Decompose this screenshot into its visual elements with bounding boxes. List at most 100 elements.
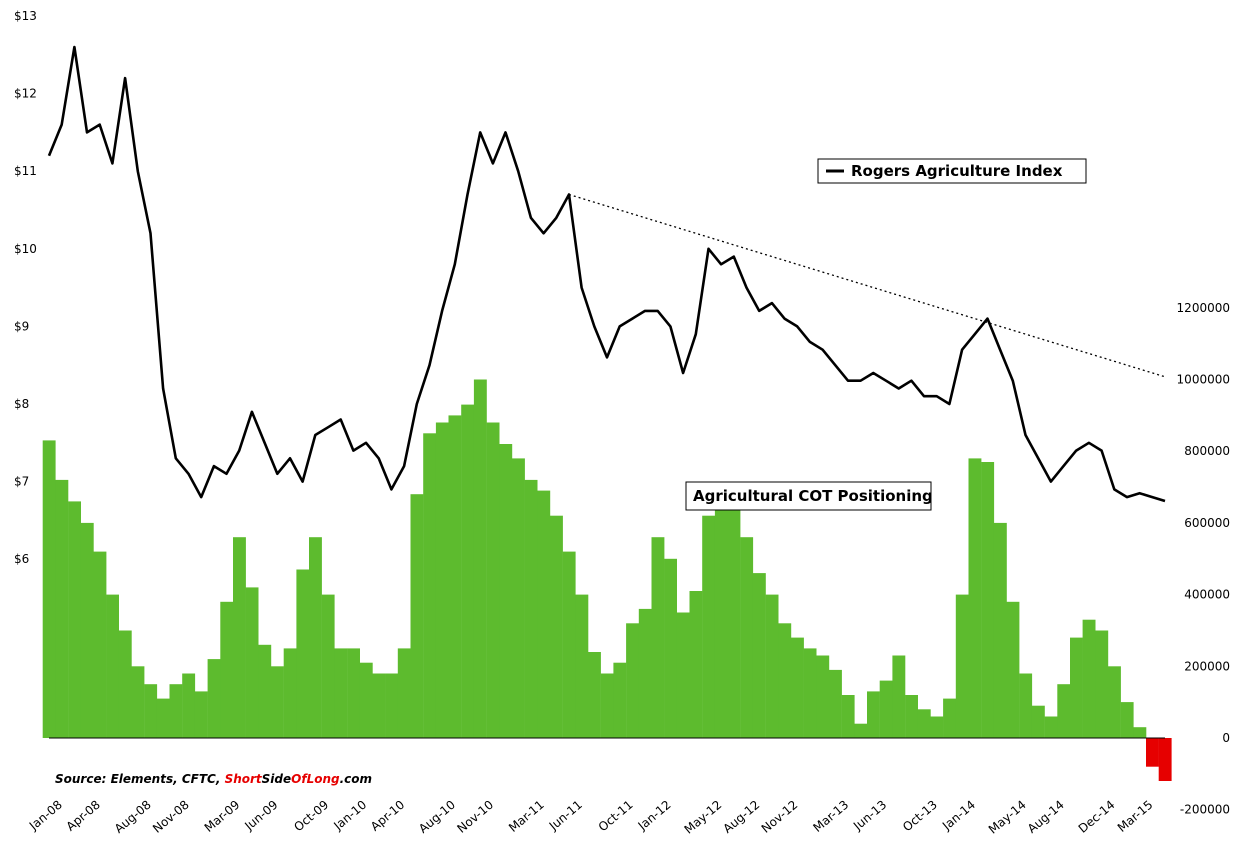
cot-bar (448, 415, 462, 738)
x-axis-tick-label: Nov-12 (759, 798, 801, 836)
x-axis-tick-label: Mar-15 (1115, 798, 1156, 835)
cot-bar (93, 551, 107, 738)
cot-bar (1120, 702, 1134, 738)
cot-bar (207, 659, 221, 738)
source-brand-side: Side (262, 772, 291, 786)
cot-bar (575, 594, 589, 738)
x-axis-tick-label: Jun-09 (241, 798, 280, 834)
x-axis-tick-label: Nov-08 (150, 798, 192, 836)
cot-bar (1133, 727, 1147, 738)
cot-bar (600, 673, 614, 738)
cot-bar (917, 709, 931, 738)
right-axis-tick-label: 600000 (1184, 516, 1230, 530)
left-axis-tick-label: $6 (14, 552, 29, 566)
cot-bar (182, 673, 196, 738)
cot-bar (1070, 637, 1083, 738)
cot-bar (473, 379, 487, 738)
left-axis: $13 $12 $11 $10 $9 $8 $7 $6 (14, 9, 37, 566)
cot-bar (778, 623, 792, 738)
cot-bar (638, 608, 652, 738)
cot-bars-series (42, 379, 1172, 781)
cot-bar (841, 695, 855, 738)
cot-bar (385, 673, 398, 738)
cot-bar (752, 573, 766, 738)
cot-bar (169, 684, 183, 738)
source-brand-long: Long (307, 772, 340, 786)
cot-bar (334, 648, 348, 738)
cot-bar (194, 691, 208, 738)
cot-bar (1158, 738, 1172, 781)
cot-bar (42, 440, 56, 738)
cot-bar (296, 569, 310, 738)
cot-bar (676, 612, 690, 738)
x-axis-tick-label: Aug-10 (416, 798, 458, 836)
x-axis-tick-label: Apr-08 (64, 798, 103, 834)
right-axis-tick-label: 800000 (1184, 444, 1230, 458)
cot-bar (537, 490, 551, 738)
cot-bar (562, 551, 576, 738)
x-axis-tick-label: Oct-11 (596, 798, 636, 835)
left-axis-tick-label: $9 (14, 319, 29, 333)
cot-bar (968, 458, 982, 738)
x-axis-tick-label: Aug-08 (112, 798, 154, 836)
right-axis-tick-label: 400000 (1184, 588, 1230, 602)
cot-bar (372, 673, 386, 738)
x-axis-tick-label: Apr-10 (368, 798, 407, 834)
line-legend-label: Rogers Agriculture Index (851, 162, 1063, 180)
right-axis-tick-label: -200000 (1180, 803, 1230, 817)
cot-bar (435, 422, 449, 738)
cot-bar (613, 662, 627, 738)
cot-bar (1095, 630, 1109, 738)
cot-bar (1146, 738, 1159, 767)
left-axis-tick-label: $13 (14, 9, 37, 23)
line-legend: Rogers Agriculture Index (817, 158, 1087, 184)
x-axis-tick-label: May-14 (986, 798, 1029, 837)
cot-bar (499, 444, 513, 738)
cot-bar (106, 594, 119, 738)
cot-bar (156, 698, 170, 738)
cot-bar (258, 644, 272, 738)
cot-bar (80, 522, 94, 738)
cot-bar (233, 537, 246, 738)
cot-bar (1044, 716, 1058, 738)
x-axis-tick-label: Jan-08 (26, 798, 65, 834)
cot-bar (740, 537, 754, 738)
x-axis-tick-label: Mar-13 (810, 798, 851, 835)
cot-bar (867, 691, 880, 738)
left-axis-tick-label: $8 (14, 397, 29, 411)
cot-bar (981, 462, 995, 738)
cot-bar (410, 494, 424, 738)
x-axis-tick-label: Jan-12 (635, 798, 674, 834)
cot-bar (664, 558, 677, 739)
cot-bar (727, 508, 741, 738)
cot-bar (1108, 666, 1121, 738)
cot-bar (131, 666, 145, 738)
cot-bar (955, 594, 969, 738)
cot-bar (702, 515, 716, 738)
cot-bar (1082, 619, 1096, 738)
cot-bar (854, 723, 868, 738)
source-brand-of: Of (291, 772, 308, 786)
cot-bar (359, 662, 373, 738)
cot-bar (816, 655, 830, 738)
source-suffix: .com (340, 772, 372, 786)
x-axis-tick-label: Mar-11 (506, 798, 547, 835)
source-note: Source: Elements, CFTC, ShortSideOfLong.… (55, 772, 372, 786)
left-axis-tick-label: $11 (14, 164, 37, 178)
x-axis-tick-label: Nov-10 (454, 798, 496, 836)
cot-bar (512, 458, 525, 738)
right-axis-tick-label: 1200000 (1177, 301, 1230, 315)
cot-bar (486, 422, 500, 738)
left-axis-tick-label: $7 (14, 475, 29, 489)
cot-bar (930, 716, 944, 738)
cot-bar (879, 680, 893, 738)
left-axis-tick-label: $12 (14, 87, 37, 101)
cot-bar (397, 648, 411, 738)
cot-bar (651, 537, 665, 738)
cot-bar (1019, 673, 1033, 738)
x-axis-tick-label: Aug-12 (720, 798, 762, 836)
cot-bar (1006, 601, 1020, 738)
cot-bar (803, 648, 817, 738)
x-axis-tick-label: Jun-11 (546, 798, 585, 834)
